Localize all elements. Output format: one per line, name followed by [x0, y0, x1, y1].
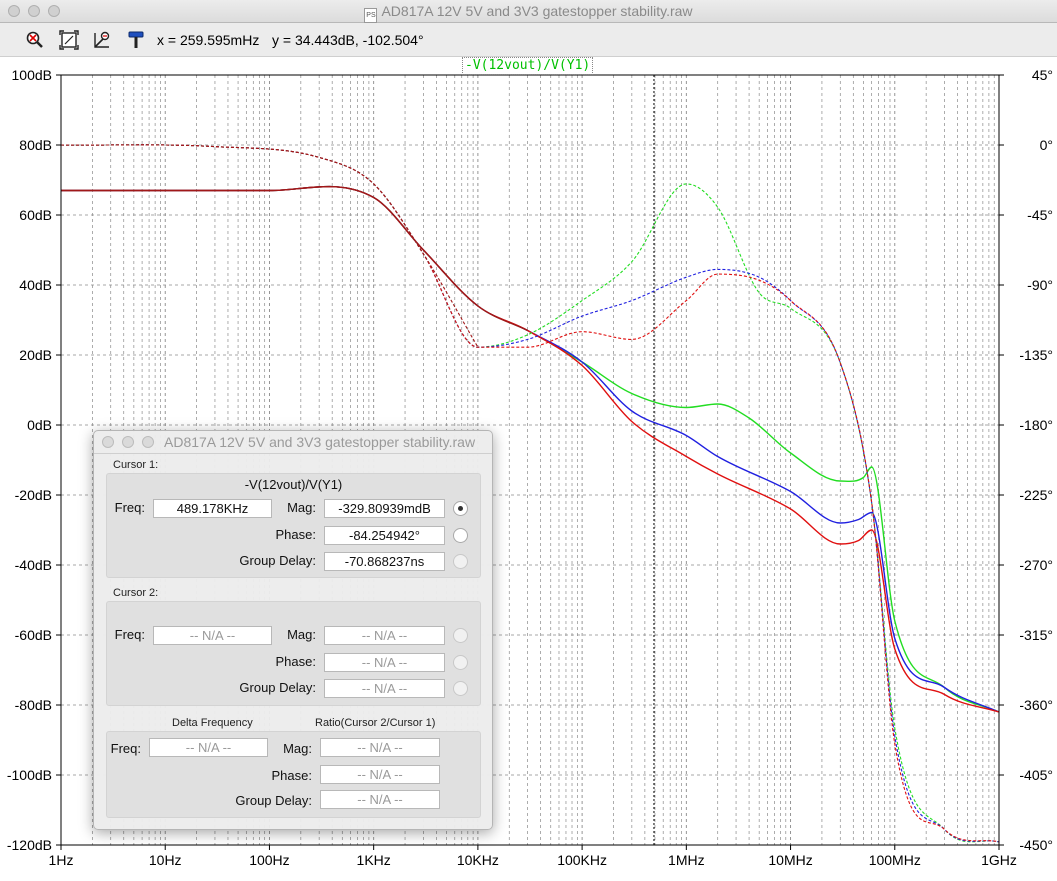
x-tick-label: 1GHz	[981, 852, 1017, 868]
cursor1-expression: -V(12vout)/V(Y1)	[244, 477, 343, 492]
hammer-icon[interactable]	[126, 30, 146, 50]
y2-tick-label: -405°	[1019, 767, 1053, 783]
x-tick-label: 100MHz	[869, 852, 921, 868]
cursor1-header: Cursor 1:	[113, 459, 159, 471]
toolbar: x = 259.595mHz y = 34.443dB, -102.504°	[0, 23, 1057, 57]
cursor2-header: Cursor 2:	[113, 587, 159, 599]
dialog-close-button[interactable]	[102, 436, 114, 448]
cursor2-group: Freq: -- N/A -- Mag: -- N/A -- Phase: --…	[106, 601, 481, 706]
y-tick-label: 100dB	[12, 67, 52, 83]
y2-tick-label: -360°	[1019, 697, 1053, 713]
cursor2-phase-field[interactable]: -- N/A --	[324, 653, 445, 672]
cursor1-group-delay-field[interactable]: -70.868237ns	[324, 552, 445, 571]
cursor-dialog[interactable]: AD817A 12V 5V and 3V3 gatestopper stabil…	[93, 430, 493, 830]
minimize-window-button[interactable]	[28, 5, 40, 17]
dark-phase-trace	[60, 144, 479, 348]
autorange-icon[interactable]	[92, 30, 112, 50]
y-tick-label: -100dB	[7, 767, 52, 783]
cursor2-group-delay-radio[interactable]	[453, 681, 468, 696]
window-title-text: AD817A 12V 5V and 3V3 gatestopper stabil…	[381, 3, 693, 19]
y2-tick-label: -450°	[1019, 837, 1053, 853]
trace-label[interactable]: -V(12vout)/V(Y1)	[462, 57, 594, 75]
y2-tick-label: 45°	[1032, 67, 1053, 83]
cursor2-mag-label: Mag:	[287, 627, 316, 642]
cursor1-freq-label: Freq:	[114, 500, 145, 515]
x-tick-label: 100KHz	[557, 852, 607, 868]
cursor1-group-delay-label: Group Delay:	[239, 553, 316, 568]
x-cursor-readout: x = 259.595mHz	[157, 32, 260, 48]
delta-frequency-header: Delta Frequency	[172, 717, 253, 729]
y-tick-label: -20dB	[15, 487, 52, 503]
dialog-zoom-button[interactable]	[142, 436, 154, 448]
x-tick-label: 10Hz	[149, 852, 182, 868]
y2-tick-label: -135°	[1019, 347, 1053, 363]
y-tick-label: 0dB	[27, 417, 52, 433]
cursor1-phase-label: Phase:	[275, 527, 316, 542]
y-cursor-readout: y = 34.443dB, -102.504°	[272, 32, 424, 48]
y-tick-label: -60dB	[15, 627, 52, 643]
cursor1-mag-radio[interactable]	[453, 501, 468, 516]
delta-freq-label: Freq:	[110, 741, 141, 756]
delta-group: Freq: -- N/A -- Mag: -- N/A -- Phase: --…	[106, 731, 481, 818]
cursor2-group-delay-field[interactable]: -- N/A --	[324, 679, 445, 698]
ratio-phase-label: Phase:	[271, 768, 312, 783]
zoom-extents-icon[interactable]	[59, 30, 79, 50]
x-tick-label: 1MHz	[668, 852, 705, 868]
delta-freq-field[interactable]: -- N/A --	[149, 738, 268, 757]
y-tick-label: 60dB	[19, 207, 52, 223]
window-title: PS AD817A 12V 5V and 3V3 gatestopper stab…	[0, 3, 1057, 23]
y2-tick-label: -90°	[1027, 277, 1053, 293]
radio-selected-dot	[458, 506, 463, 511]
close-window-button[interactable]	[8, 5, 20, 17]
cursor1-mag-label: Mag:	[287, 500, 316, 515]
dark-magnitude-trace	[60, 185, 528, 332]
y2-tick-label: -315°	[1019, 627, 1053, 643]
y2-tick-label: 0°	[1040, 137, 1053, 153]
zoom-window-button[interactable]	[48, 5, 60, 17]
x-tick-label: 100Hz	[249, 852, 289, 868]
y2-tick-label: -180°	[1019, 417, 1053, 433]
y-tick-label: 20dB	[19, 347, 52, 363]
ratio-mag-field[interactable]: -- N/A --	[320, 738, 440, 757]
x-tick-label: 1Hz	[49, 852, 74, 868]
x-tick-label: 10MHz	[768, 852, 812, 868]
y2-tick-label: -225°	[1019, 487, 1053, 503]
y-tick-label: -120dB	[7, 837, 52, 853]
x-tick-label: 10KHz	[457, 852, 499, 868]
cursor2-group-delay-label: Group Delay:	[239, 680, 316, 695]
ratio-group-delay-label: Group Delay:	[235, 793, 312, 808]
dialog-minimize-button[interactable]	[122, 436, 134, 448]
document-icon: PS	[364, 8, 378, 23]
ratio-group-delay-field[interactable]: -- N/A --	[320, 790, 440, 809]
x-tick-label: 1KHz	[357, 852, 391, 868]
dialog-titlebar[interactable]: AD817A 12V 5V and 3V3 gatestopper stabil…	[94, 431, 492, 454]
cursor1-group: -V(12vout)/V(Y1) Freq: 489.178KHz Mag: -…	[106, 473, 481, 578]
y-tick-label: -80dB	[15, 697, 52, 713]
cursor1-mag-field[interactable]: -329.80939mdB	[324, 499, 445, 518]
plot-frame	[60, 74, 1000, 846]
cursor1-freq-field[interactable]: 489.178KHz	[153, 499, 272, 518]
green-phase-trace	[60, 144, 1000, 843]
cursor2-phase-label: Phase:	[275, 654, 316, 669]
y-tick-label: 40dB	[19, 277, 52, 293]
cursor1-group-delay-radio[interactable]	[453, 554, 468, 569]
dialog-title: AD817A 12V 5V and 3V3 gatestopper stabil…	[164, 434, 476, 450]
cursor2-freq-field[interactable]: -- N/A --	[153, 626, 272, 645]
window-titlebar: PS AD817A 12V 5V and 3V3 gatestopper stab…	[0, 0, 1057, 23]
ratio-header: Ratio(Cursor 2/Cursor 1)	[315, 717, 436, 729]
y2-tick-label: -270°	[1019, 557, 1053, 573]
cursor2-mag-radio[interactable]	[453, 628, 468, 643]
y-tick-label: -40dB	[15, 557, 52, 573]
cursor1-phase-field[interactable]: -84.254942°	[324, 526, 445, 545]
y2-tick-label: -45°	[1027, 207, 1053, 223]
ratio-phase-field[interactable]: -- N/A --	[320, 765, 440, 784]
ratio-mag-label: Mag:	[283, 741, 312, 756]
cursor2-mag-field[interactable]: -- N/A --	[324, 626, 445, 645]
cursor2-phase-radio[interactable]	[453, 655, 468, 670]
y-tick-label: 80dB	[19, 137, 52, 153]
zoom-icon[interactable]	[25, 30, 45, 50]
cursor1-phase-radio[interactable]	[453, 528, 468, 543]
cursor2-freq-label: Freq:	[114, 627, 145, 642]
